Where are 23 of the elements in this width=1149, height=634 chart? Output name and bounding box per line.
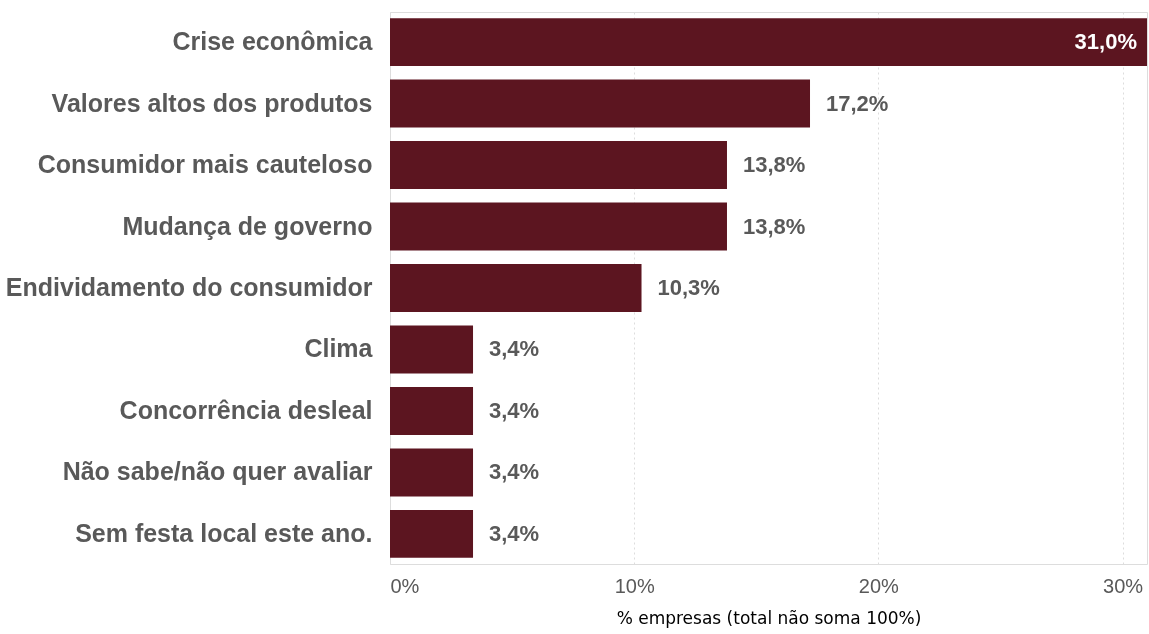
data-label: 3,4%: [489, 397, 540, 423]
y-tick-label: Consumidor mais cauteloso: [37, 150, 373, 179]
y-tick-label: Endividamento do consumidor: [5, 273, 373, 301]
data-label: 3,4%: [489, 336, 540, 362]
y-tick-label: Sem festa local este ano.: [75, 518, 373, 547]
y-tick-label: Concorrência desleal: [119, 395, 373, 424]
y-tick-label: Clima: [304, 334, 374, 363]
y-tick-label: Não sabe/não quer avaliar: [62, 457, 373, 486]
x-axis-title: % empresas (total não soma 100%): [616, 607, 922, 628]
data-label: 31,0%: [1074, 29, 1137, 55]
data-label: 17,2%: [826, 90, 889, 116]
data-label: 10,3%: [657, 275, 720, 300]
y-tick-label: Crise econômica: [172, 27, 374, 56]
data-label: 3,4%: [489, 520, 540, 546]
data-label: 3,4%: [489, 459, 540, 485]
data-label: 13,8%: [742, 152, 806, 178]
data-label: 13,8%: [742, 213, 806, 239]
x-tick-label: 20%: [858, 574, 900, 597]
x-tick-label: 30%: [1103, 574, 1144, 597]
x-tick-label: 10%: [614, 574, 655, 597]
y-tick-label: Mudança de governo: [122, 211, 373, 240]
y-tick-label: Valores altos dos produtos: [51, 88, 373, 117]
x-tick-label: 0%: [390, 574, 420, 597]
